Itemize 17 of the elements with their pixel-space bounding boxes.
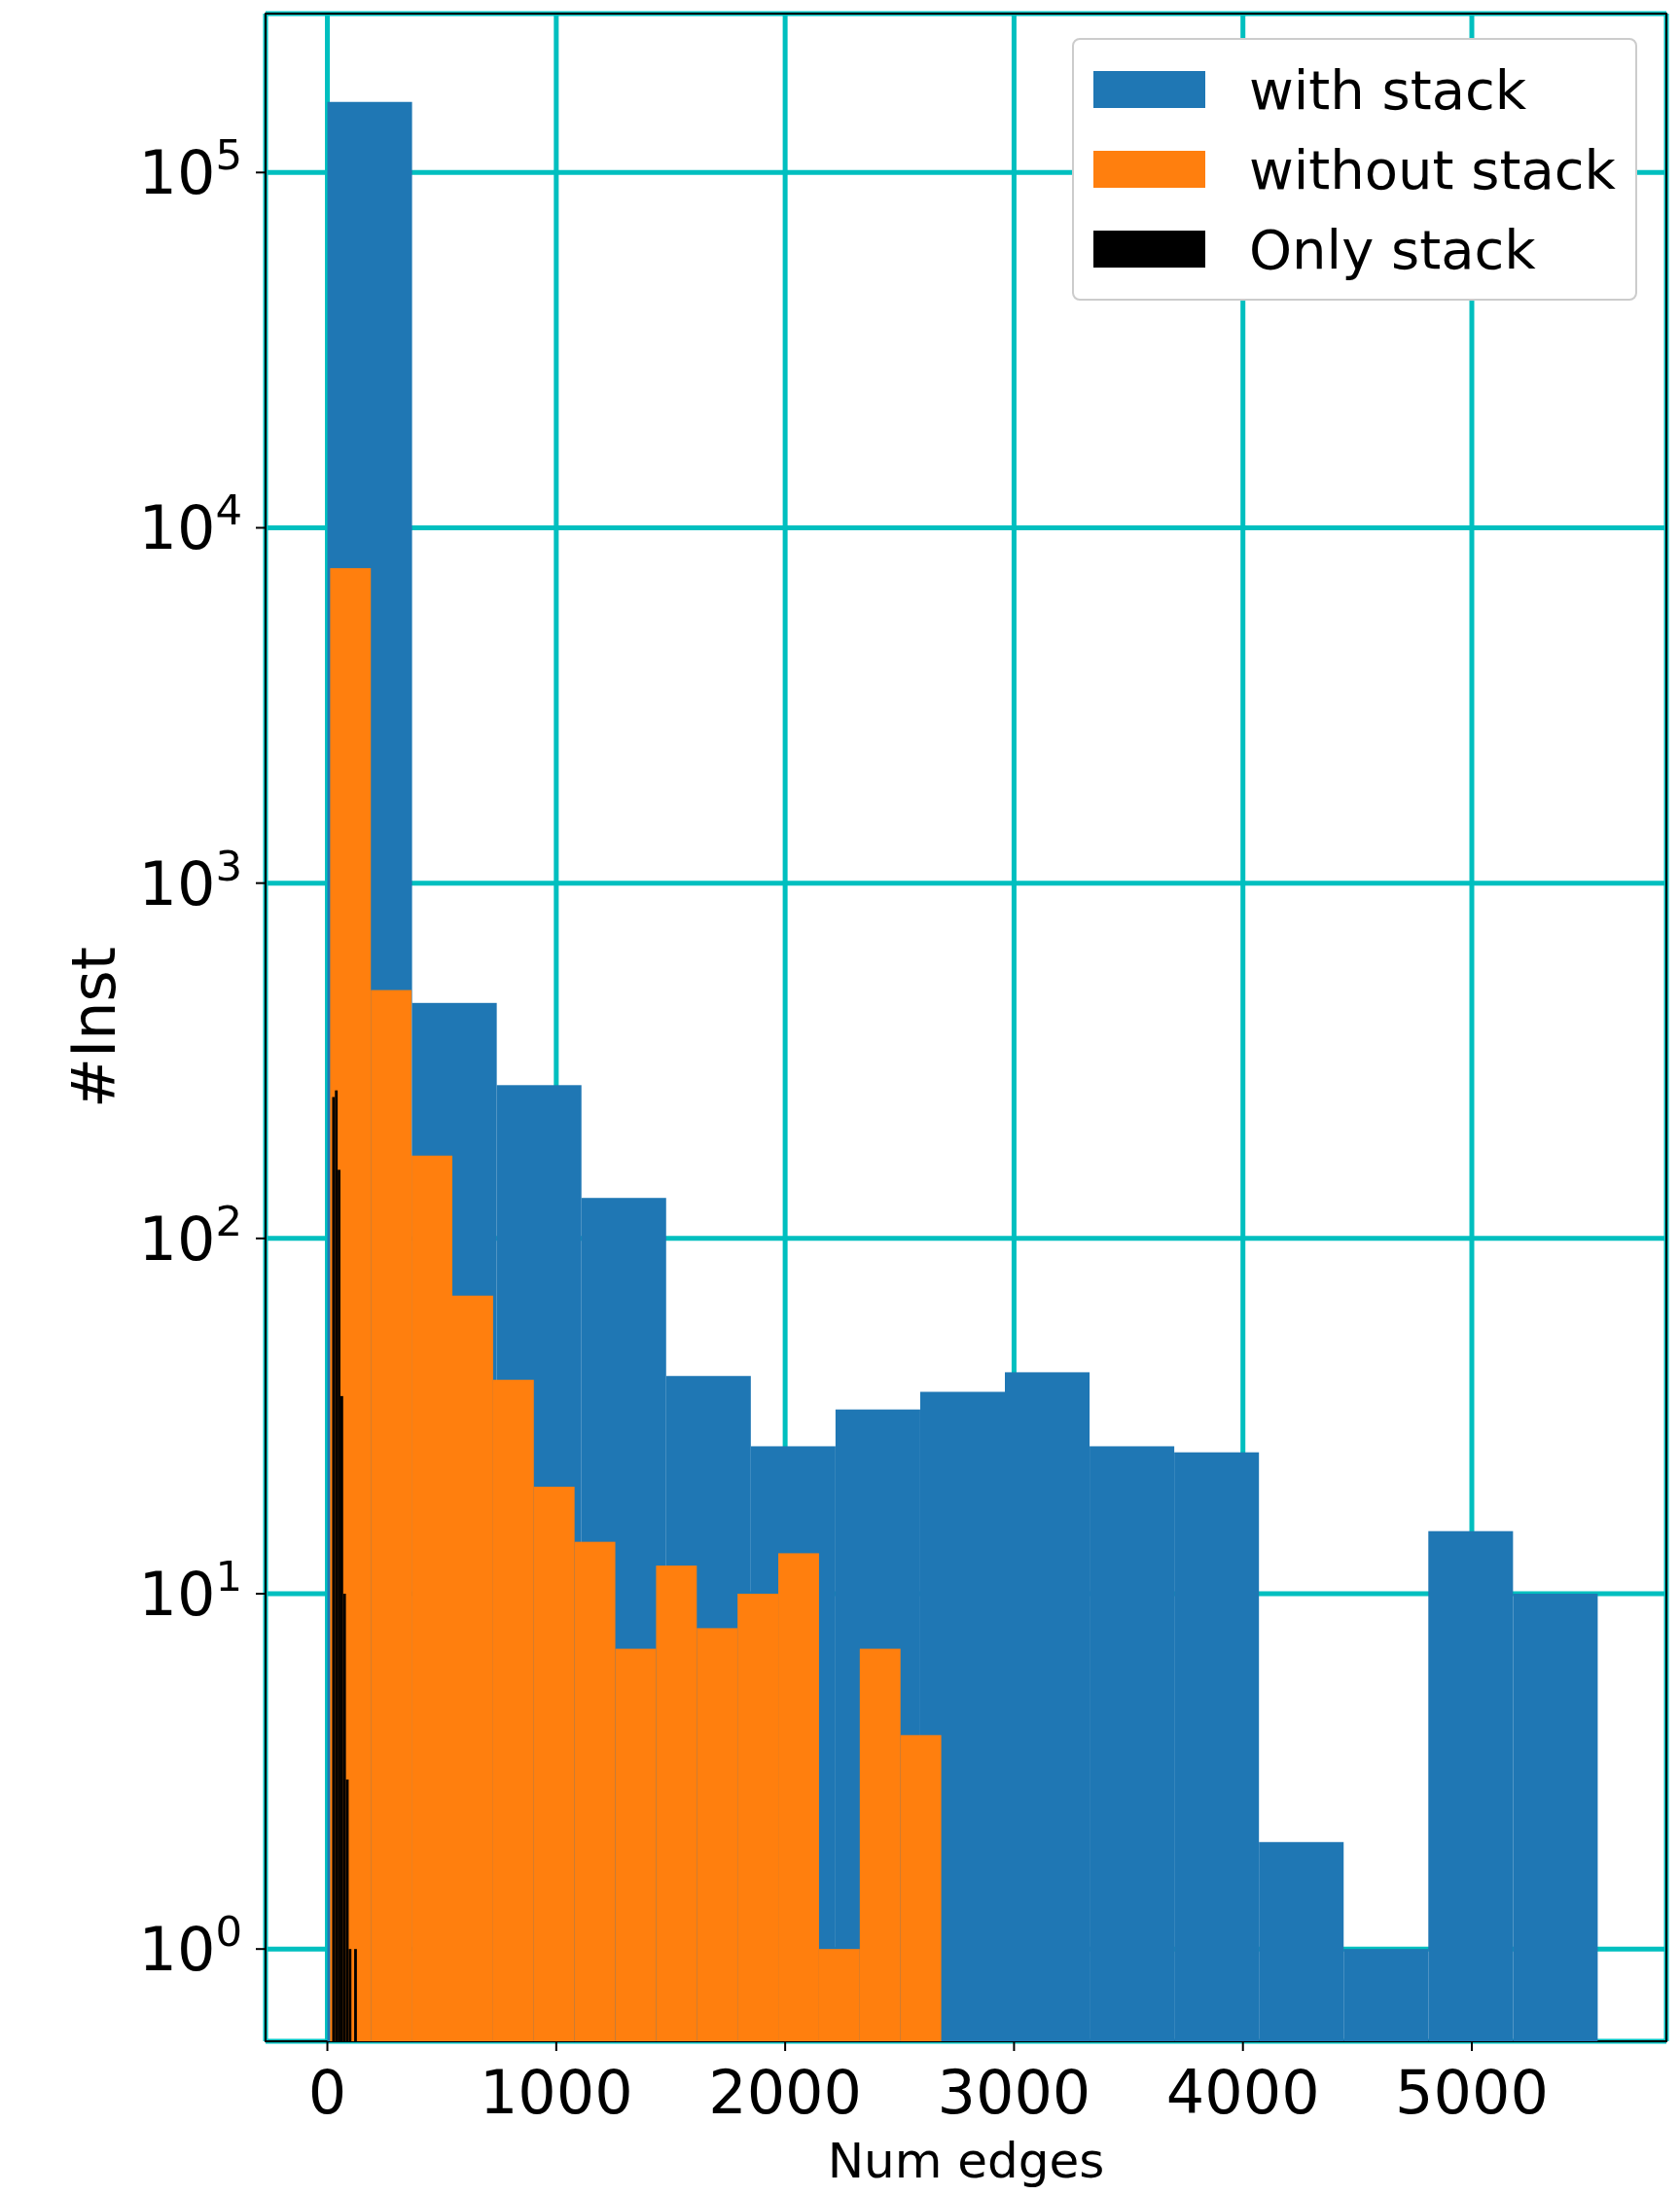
y-tick-label: 10$^{0}$ <box>138 1907 242 1986</box>
legend-label: with stack <box>1249 57 1527 122</box>
x-tick-label: 1000 <box>479 2057 633 2128</box>
x-tick-label: 5000 <box>1395 2057 1549 2128</box>
x-tick-label: 0 <box>307 2057 347 2128</box>
x-tick-label: 3000 <box>937 2057 1091 2128</box>
y-axis-title: #Inst <box>58 946 129 1109</box>
legend-label: Only stack <box>1249 217 1536 281</box>
y-tick-label: 10$^{2}$ <box>138 1196 242 1275</box>
y-tick-label: 10$^{4}$ <box>138 486 242 564</box>
x-tick-label: 2000 <box>708 2057 863 2128</box>
y-tick-label: 10$^{3}$ <box>138 841 242 919</box>
y-tick-label: 10$^{5}$ <box>138 130 242 209</box>
x-tick-label: 4000 <box>1165 2057 1320 2128</box>
x-axis-title: Num edges <box>827 2133 1105 2189</box>
legend-label: without stack <box>1249 137 1616 201</box>
y-tick-label: 10$^{1}$ <box>138 1552 242 1631</box>
